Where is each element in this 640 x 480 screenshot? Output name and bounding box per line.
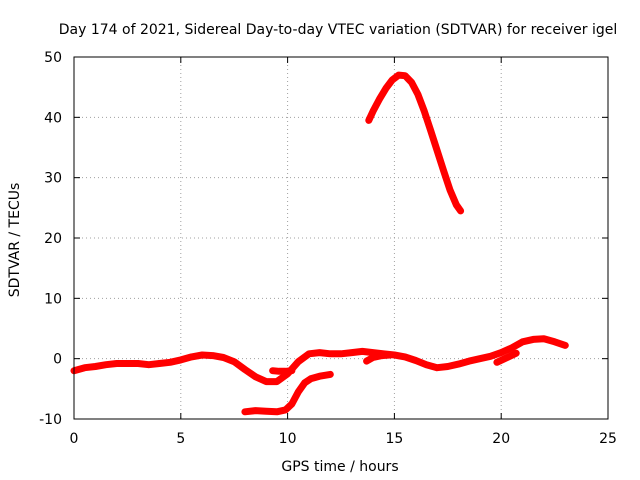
chart-title: Day 174 of 2021, Sidereal Day-to-day VTE… (59, 22, 618, 38)
x-tick-label: 25 (599, 431, 617, 447)
y-tick-label: 30 (44, 171, 62, 187)
grid-layer (74, 57, 608, 419)
y-axis-label: SDTVAR / TECUs (7, 183, 23, 298)
series-short-segment-a (269, 367, 296, 375)
y-tick-label: 0 (53, 352, 62, 368)
y-tick-label: 40 (44, 110, 62, 126)
x-tick-label: 5 (176, 431, 185, 447)
x-tick-label: 15 (385, 431, 403, 447)
series-lower-segment (241, 370, 334, 416)
x-axis-label: GPS time / hours (281, 459, 398, 475)
y-tick-label: 20 (44, 231, 62, 247)
series-peak-arc (365, 71, 465, 215)
x-tick-label: 20 (492, 431, 510, 447)
series-short-segment-c (493, 349, 520, 366)
y-tick-label: 50 (44, 50, 62, 66)
series-layer (70, 71, 569, 416)
tick-layer: 0 5 10 15 20 25 -10 0 10 20 30 40 50 (39, 50, 617, 447)
y-tick-label: 10 (44, 291, 62, 307)
x-tick-label: 0 (70, 431, 79, 447)
series-short-segment-b (363, 351, 394, 365)
series-main-track (70, 335, 569, 386)
x-tick-label: 10 (279, 431, 297, 447)
y-tick-label: -10 (39, 412, 62, 428)
